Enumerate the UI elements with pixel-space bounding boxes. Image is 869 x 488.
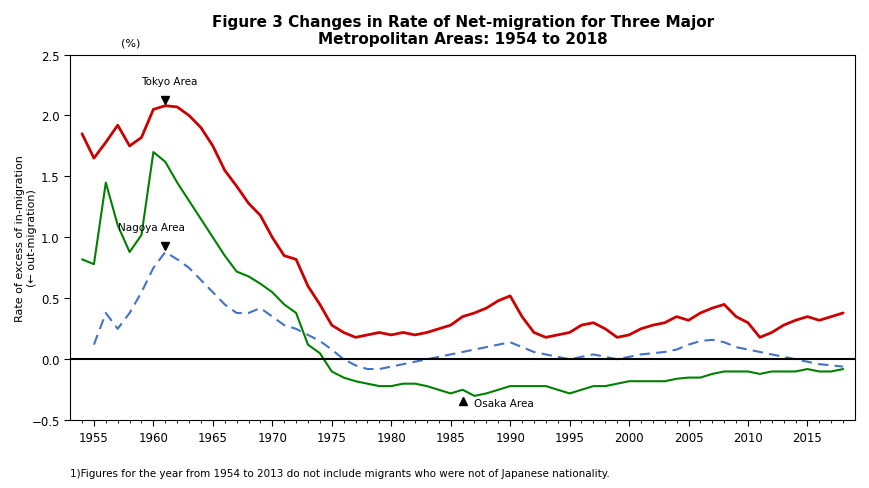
Y-axis label: Rate of excess of in-migration
(← out-migration): Rate of excess of in-migration (← out-mi… [15,155,36,321]
Text: Nagoya Area: Nagoya Area [117,223,184,233]
Title: Figure 3 Changes in Rate of Net-migration for Three Major
Metropolitan Areas: 19: Figure 3 Changes in Rate of Net-migratio… [211,15,713,47]
Text: Tokyo Area: Tokyo Area [142,77,197,86]
Text: 1)Figures for the year from 1954 to 2013 do not include migrants who were not of: 1)Figures for the year from 1954 to 2013… [70,468,608,478]
Text: Osaka Area: Osaka Area [474,398,534,408]
Text: (%): (%) [121,38,141,48]
